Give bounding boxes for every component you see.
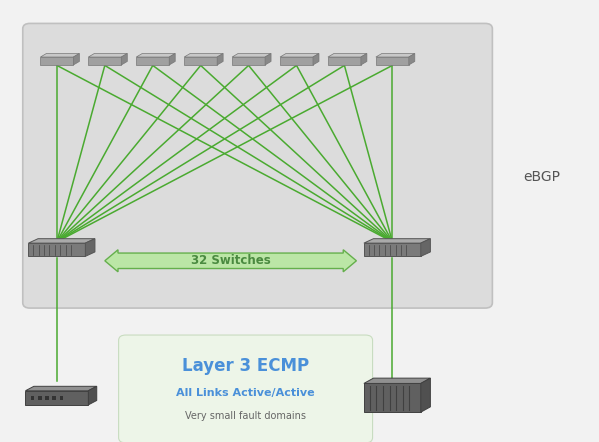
Polygon shape xyxy=(86,239,95,256)
Polygon shape xyxy=(409,53,415,65)
FancyBboxPatch shape xyxy=(184,57,217,65)
Polygon shape xyxy=(328,53,367,57)
FancyBboxPatch shape xyxy=(31,396,35,400)
Polygon shape xyxy=(313,53,319,65)
Polygon shape xyxy=(364,378,430,383)
Text: 32 Switches: 32 Switches xyxy=(190,254,271,267)
Polygon shape xyxy=(89,386,97,405)
FancyBboxPatch shape xyxy=(137,57,170,65)
Text: eBGP: eBGP xyxy=(524,170,561,184)
FancyBboxPatch shape xyxy=(60,396,63,400)
FancyBboxPatch shape xyxy=(38,396,42,400)
Polygon shape xyxy=(361,53,367,65)
Polygon shape xyxy=(105,250,356,272)
FancyBboxPatch shape xyxy=(364,383,420,412)
FancyBboxPatch shape xyxy=(23,23,492,308)
Polygon shape xyxy=(420,378,430,412)
Polygon shape xyxy=(41,53,79,57)
Text: Very small fault domains: Very small fault domains xyxy=(185,411,306,421)
FancyBboxPatch shape xyxy=(29,243,86,256)
Polygon shape xyxy=(137,53,176,57)
FancyBboxPatch shape xyxy=(232,57,265,65)
Polygon shape xyxy=(184,53,223,57)
Polygon shape xyxy=(364,239,430,243)
Polygon shape xyxy=(232,53,271,57)
Polygon shape xyxy=(25,386,97,391)
Polygon shape xyxy=(280,53,319,57)
Polygon shape xyxy=(217,53,223,65)
Polygon shape xyxy=(29,239,95,243)
FancyBboxPatch shape xyxy=(364,243,420,256)
Polygon shape xyxy=(170,53,176,65)
FancyBboxPatch shape xyxy=(25,391,89,405)
FancyBboxPatch shape xyxy=(119,335,373,442)
FancyBboxPatch shape xyxy=(41,57,73,65)
FancyBboxPatch shape xyxy=(89,57,121,65)
Polygon shape xyxy=(73,53,79,65)
Text: Layer 3 ECMP: Layer 3 ECMP xyxy=(182,357,309,375)
Polygon shape xyxy=(420,239,430,256)
Polygon shape xyxy=(121,53,127,65)
FancyBboxPatch shape xyxy=(46,396,49,400)
FancyBboxPatch shape xyxy=(53,396,56,400)
Polygon shape xyxy=(265,53,271,65)
FancyBboxPatch shape xyxy=(376,57,409,65)
Polygon shape xyxy=(376,53,415,57)
Text: All Links Active/Active: All Links Active/Active xyxy=(176,388,315,398)
FancyBboxPatch shape xyxy=(328,57,361,65)
Polygon shape xyxy=(89,53,127,57)
FancyBboxPatch shape xyxy=(280,57,313,65)
